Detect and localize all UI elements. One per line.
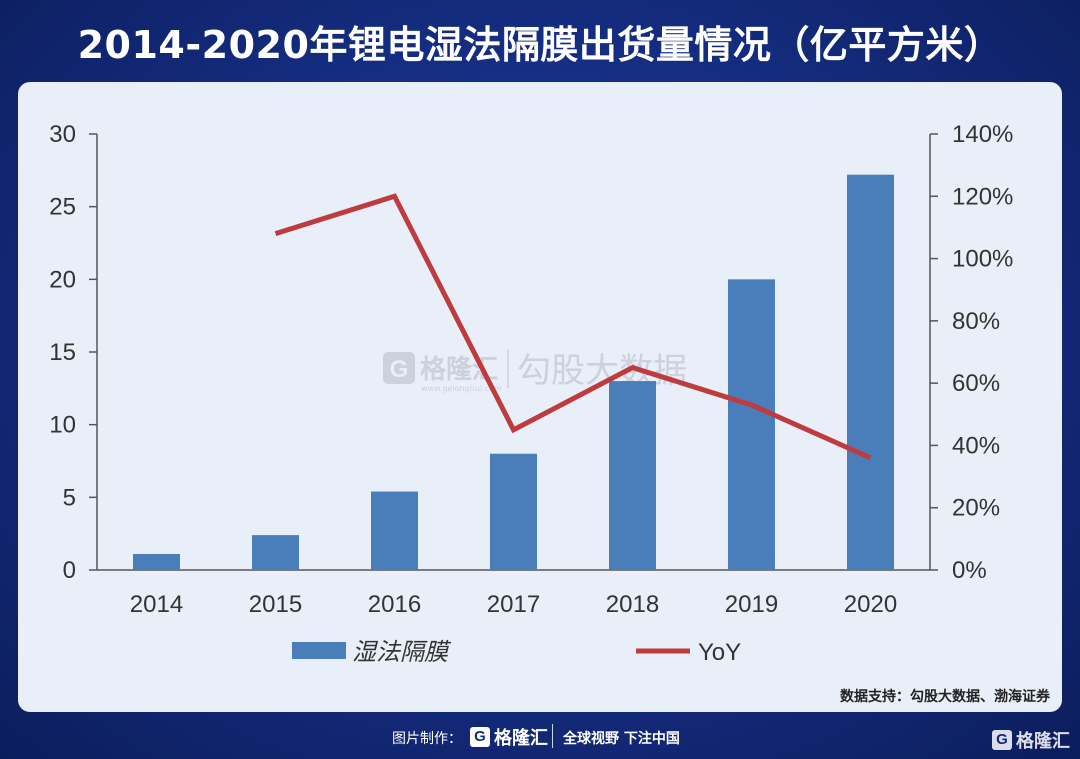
x-tick-label: 2020 — [844, 591, 897, 618]
y-right-tick-label: 40% — [952, 432, 1000, 459]
x-tick-label: 2016 — [368, 591, 421, 618]
x-tick-label: 2014 — [130, 591, 183, 618]
x-tick-label: 2015 — [249, 591, 302, 618]
watermark-logo-icon — [383, 352, 415, 384]
bar-2019 — [728, 279, 775, 570]
page-title: 2014-2020年锂电湿法隔膜出货量情况（亿平方米） — [77, 23, 1003, 67]
y-left-tick-label: 15 — [49, 339, 76, 366]
footer-logo-text: 格隆汇 — [494, 728, 548, 749]
y-right-tick-label: 20% — [952, 495, 1000, 522]
legend-line-label: YoY — [698, 639, 741, 666]
watermark-logo-g: G — [390, 356, 409, 383]
yoy-line — [274, 193, 872, 461]
x-tick-label: 2018 — [606, 591, 659, 618]
y-left-tick-label: 20 — [49, 266, 76, 293]
footer: 图片制作： G 格隆汇 全球视野 下注中国 — [0, 722, 1080, 752]
y-left-tick-label: 0 — [63, 557, 76, 584]
y-right-tick-label: 60% — [952, 370, 1000, 397]
y-left-tick-label: 25 — [49, 194, 76, 221]
bar-2018 — [609, 381, 656, 570]
corner-logo-icon: G — [992, 730, 1012, 750]
bar-2014 — [133, 554, 180, 570]
legend-bar-swatch — [292, 642, 346, 659]
watermark-url: www.gelonghui.com — [421, 384, 502, 393]
x-tick-label: 2017 — [487, 591, 540, 618]
y-right-tick-label: 80% — [952, 308, 1000, 335]
x-tick-label: 2019 — [725, 591, 778, 618]
bar-2020 — [847, 174, 894, 570]
y-right-tick-label: 120% — [952, 183, 1013, 210]
gelonghui-logo-icon: G — [470, 727, 490, 747]
legend-bar-label: 湿法隔膜 — [352, 638, 452, 666]
legend: 湿法隔膜 YoY — [292, 638, 741, 666]
y-left-tick-label: 30 — [49, 121, 76, 148]
corner-logo-text: 格隆汇 — [1016, 731, 1070, 752]
footer-divider — [552, 724, 553, 748]
y-right-tick-label: 0% — [952, 557, 987, 584]
source-note: 数据支持：勾股大数据、渤海证券 — [840, 689, 1050, 705]
bar-2017 — [490, 453, 537, 570]
bar-2016 — [371, 491, 418, 570]
bar-2015 — [252, 535, 299, 570]
plot-area: 0 5 10 15 20 25 30 0% 20% 40% 60% 80% 100% 120% 140% 20… — [49, 121, 1013, 618]
footer-credit: 图片制作： — [392, 731, 462, 747]
footer-slogan: 全球视野 下注中国 — [563, 731, 680, 747]
footer-logo: G 格隆汇 — [470, 724, 548, 750]
corner-logo: G 格隆汇 — [992, 727, 1070, 753]
y-right-tick-label: 140% — [952, 121, 1013, 148]
y-right-tick-label: 100% — [952, 246, 1013, 273]
y-left-tick-label: 5 — [63, 484, 76, 511]
y-left-tick-label: 10 — [49, 412, 76, 439]
